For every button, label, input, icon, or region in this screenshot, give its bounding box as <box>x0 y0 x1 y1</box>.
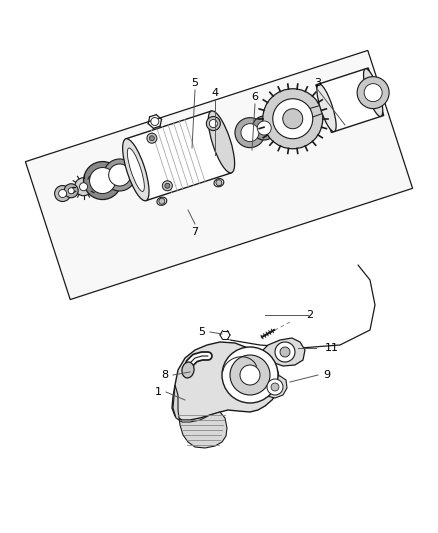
Circle shape <box>165 183 170 188</box>
Circle shape <box>241 124 259 142</box>
Circle shape <box>252 116 276 140</box>
Circle shape <box>267 379 283 395</box>
Circle shape <box>283 109 303 129</box>
Circle shape <box>230 355 270 395</box>
Circle shape <box>64 184 78 198</box>
Circle shape <box>275 342 295 362</box>
Circle shape <box>109 164 131 186</box>
Text: 8: 8 <box>162 370 169 380</box>
Circle shape <box>357 77 389 109</box>
Circle shape <box>364 84 382 102</box>
Text: 6: 6 <box>251 92 258 102</box>
Text: 2: 2 <box>307 310 314 320</box>
Circle shape <box>59 190 67 198</box>
Ellipse shape <box>364 69 383 117</box>
Polygon shape <box>258 338 305 366</box>
Text: 5: 5 <box>191 78 198 88</box>
Polygon shape <box>25 51 413 300</box>
Circle shape <box>209 119 217 127</box>
Ellipse shape <box>317 84 336 132</box>
Ellipse shape <box>208 111 235 173</box>
Circle shape <box>257 121 271 135</box>
Circle shape <box>68 188 74 194</box>
Circle shape <box>159 198 165 204</box>
Circle shape <box>89 167 116 193</box>
Text: 7: 7 <box>191 227 198 237</box>
Circle shape <box>216 180 222 185</box>
Text: 3: 3 <box>314 78 321 88</box>
Circle shape <box>222 347 278 403</box>
Circle shape <box>240 365 260 385</box>
Circle shape <box>84 161 122 199</box>
Ellipse shape <box>182 362 194 378</box>
Circle shape <box>162 181 172 191</box>
Ellipse shape <box>157 197 167 205</box>
Circle shape <box>263 89 323 149</box>
Circle shape <box>206 117 220 131</box>
Text: 4: 4 <box>212 88 219 98</box>
Circle shape <box>80 183 88 191</box>
Text: 5: 5 <box>198 327 205 337</box>
Circle shape <box>149 136 154 141</box>
Circle shape <box>235 118 265 148</box>
Polygon shape <box>263 376 287 398</box>
Text: 1: 1 <box>155 387 162 397</box>
Polygon shape <box>296 104 327 122</box>
Circle shape <box>147 133 157 143</box>
Ellipse shape <box>127 148 145 191</box>
Circle shape <box>151 117 159 125</box>
Circle shape <box>74 177 92 196</box>
Ellipse shape <box>214 179 224 187</box>
Circle shape <box>55 185 71 201</box>
Circle shape <box>273 99 313 139</box>
Polygon shape <box>126 111 231 200</box>
Circle shape <box>104 159 136 191</box>
Polygon shape <box>316 68 384 133</box>
Ellipse shape <box>123 139 149 201</box>
Polygon shape <box>172 342 280 420</box>
Polygon shape <box>173 385 227 448</box>
Text: 11: 11 <box>325 343 339 353</box>
Circle shape <box>271 383 279 391</box>
Text: 9: 9 <box>323 370 331 380</box>
Circle shape <box>280 347 290 357</box>
